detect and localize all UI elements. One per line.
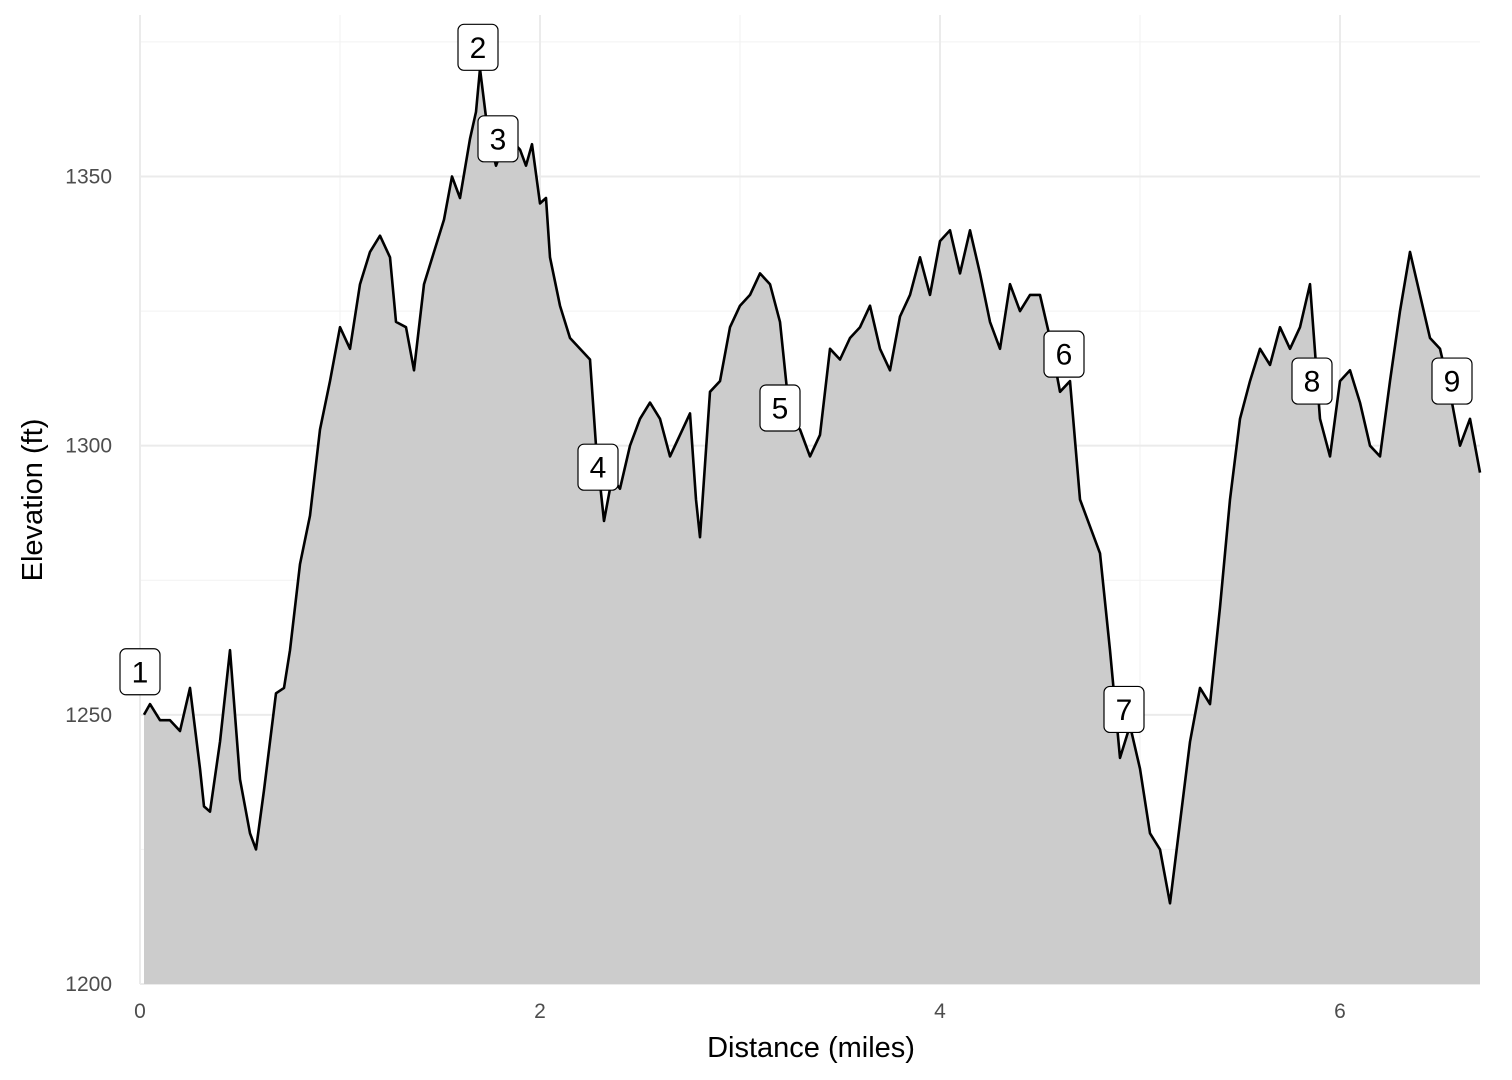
y-tick-label: 1250 xyxy=(65,704,112,727)
waypoint-marker: 1 xyxy=(119,648,161,696)
waypoint-marker: 3 xyxy=(477,115,519,163)
waypoint-marker: 9 xyxy=(1431,357,1473,405)
waypoint-marker: 7 xyxy=(1103,685,1145,734)
waypoint-marker-box xyxy=(1431,357,1473,405)
y-axis-title: Elevation (ft) xyxy=(17,419,49,582)
tick-labels: 0 2 4 6 1200 1250 1300 1350 xyxy=(65,166,1346,1024)
waypoint-marker-box xyxy=(1043,330,1085,378)
waypoint-marker-label: 4 xyxy=(590,452,607,485)
x-tick-label: 4 xyxy=(934,1000,946,1023)
waypoint-marker-label: 1 xyxy=(132,656,149,689)
y-tick-label: 1200 xyxy=(65,973,112,996)
waypoint-marker-box xyxy=(457,23,499,71)
waypoint-marker: 2 xyxy=(457,23,499,71)
x-tick-label: 2 xyxy=(534,1000,546,1023)
waypoint-marker-label: 5 xyxy=(772,392,789,425)
waypoint-marker: 8 xyxy=(1291,357,1333,405)
waypoint-marker-box xyxy=(1103,685,1145,734)
waypoint-marker-box xyxy=(577,443,619,491)
elevation-area xyxy=(144,68,1480,985)
waypoint-marker-label: 9 xyxy=(1444,366,1461,399)
waypoint-marker-label: 2 xyxy=(470,32,487,65)
x-tick-label: 0 xyxy=(134,1000,146,1023)
waypoint-marker-box xyxy=(477,115,519,163)
x-axis-title: Distance (miles) xyxy=(707,1032,915,1064)
y-tick-label: 1300 xyxy=(65,435,112,458)
waypoint-marker: 6 xyxy=(1043,330,1085,378)
waypoint-marker: 4 xyxy=(577,443,619,491)
waypoint-markers: 1 2 3 4 5 6 7 8 9 xyxy=(119,23,1473,734)
waypoint-marker-label: 6 xyxy=(1056,339,1073,372)
waypoint-marker-label: 7 xyxy=(1116,694,1133,727)
waypoint-marker-label: 3 xyxy=(490,123,507,156)
waypoint-marker-box xyxy=(119,648,161,696)
waypoint-marker: 5 xyxy=(759,384,801,432)
waypoint-marker-box xyxy=(1291,357,1333,405)
y-tick-label: 1350 xyxy=(65,166,112,189)
waypoint-marker-label: 8 xyxy=(1304,366,1321,399)
waypoint-marker-box xyxy=(759,384,801,432)
elevation-line xyxy=(142,67,1482,905)
x-tick-label: 6 xyxy=(1334,1000,1346,1023)
